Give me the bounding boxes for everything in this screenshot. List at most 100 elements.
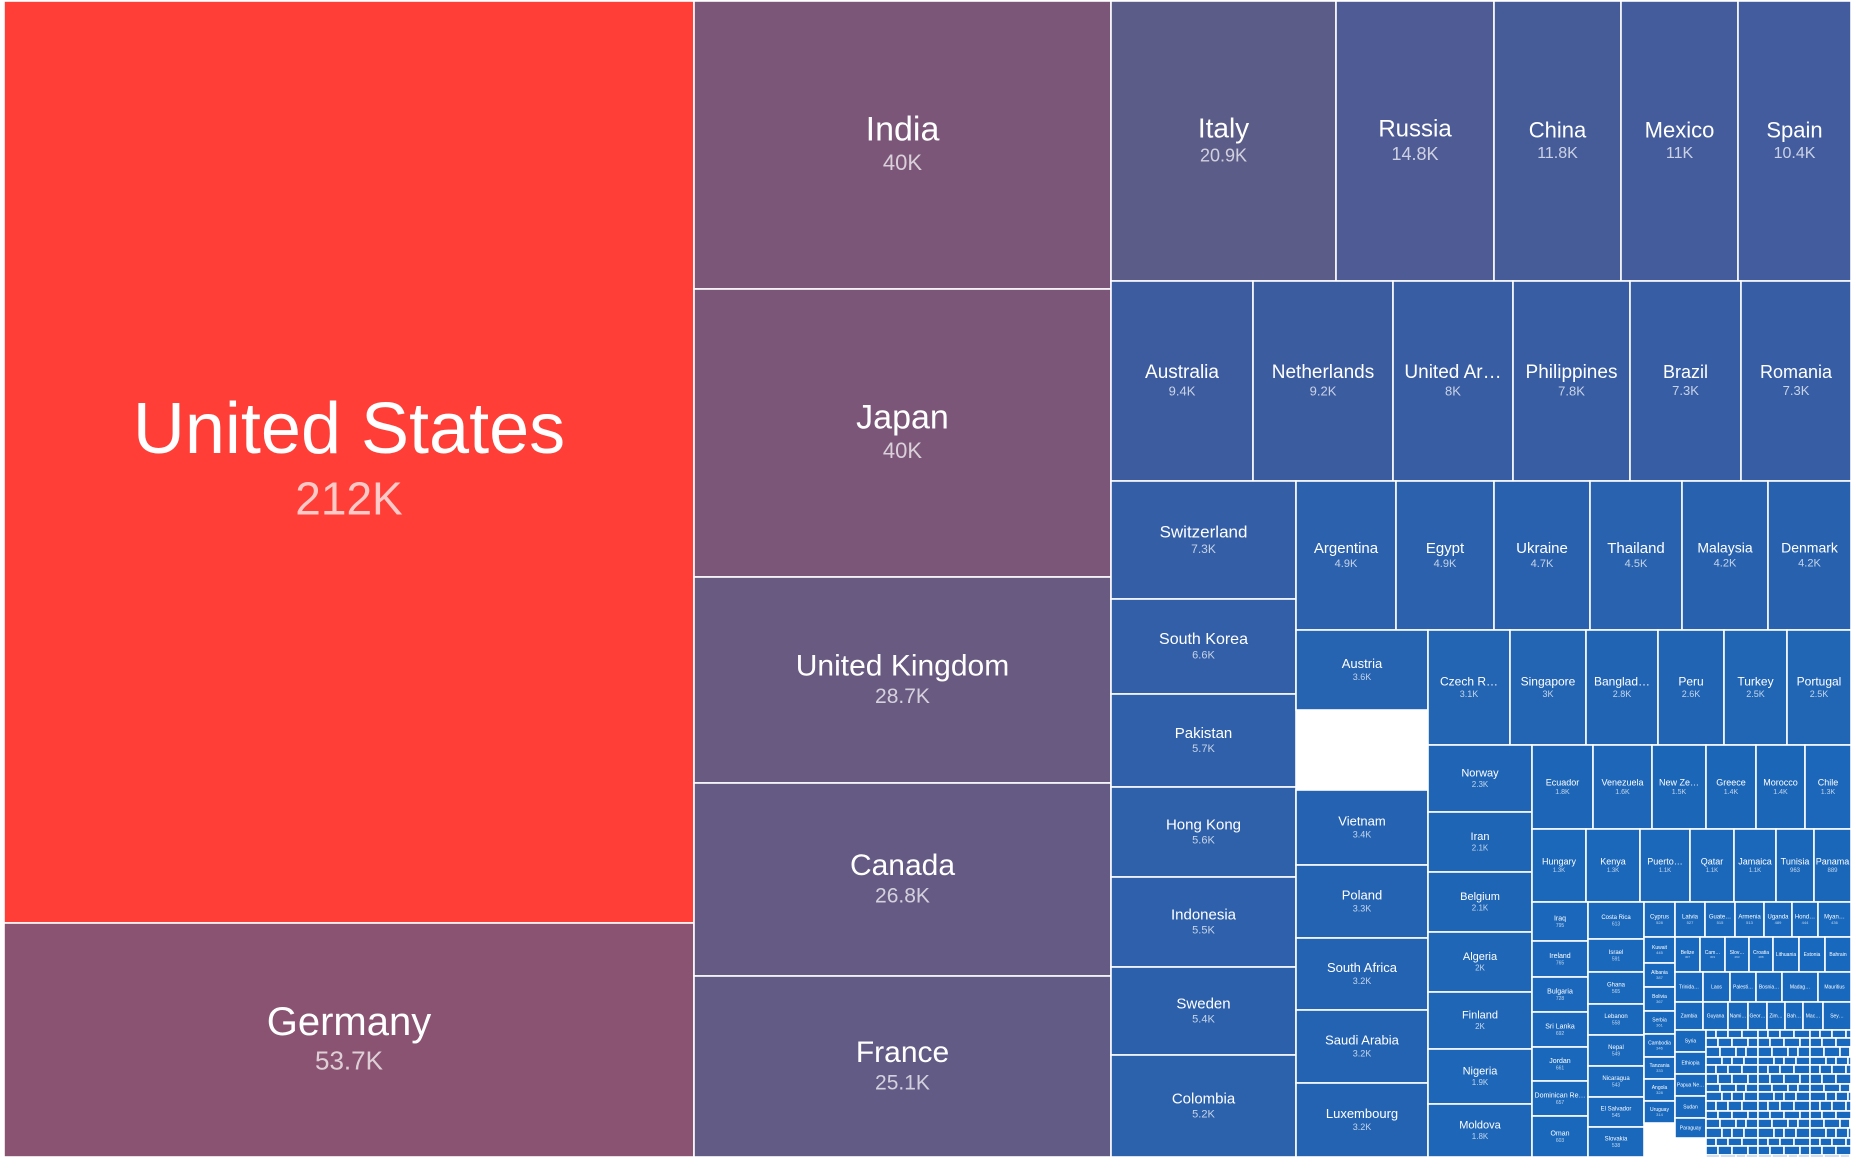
treemap-tiny-cell[interactable] [1795,1091,1811,1102]
treemap-tiny-cell[interactable] [1787,1154,1799,1158]
treemap-tiny-cell[interactable] [1771,1046,1789,1058]
treemap-cell-rect[interactable] [1587,971,1645,1005]
treemap-cell-rect[interactable] [1531,976,1589,1013]
treemap-tiny-cell[interactable] [1719,1083,1737,1093]
treemap-tiny-cell[interactable] [1825,1056,1837,1066]
treemap-tiny-cell[interactable] [1823,1118,1841,1129]
treemap-tiny-cell[interactable] [1845,1100,1852,1112]
treemap-tiny-cell[interactable] [1731,1073,1749,1085]
treemap-tiny-cell[interactable] [1727,1064,1743,1075]
treemap-tiny-cell[interactable] [1719,1046,1737,1058]
treemap-cell-rect[interactable] [1740,280,1852,482]
treemap-cell-bosnia[interactable]: Bosnia… [1755,971,1783,1003]
treemap-cell-united-ar[interactable]: United Ar…8K [1392,280,1514,482]
treemap-tiny-cell[interactable] [1809,1145,1823,1156]
treemap-tiny-cell[interactable] [1743,1127,1759,1139]
treemap-tiny-cell[interactable] [1797,1046,1811,1058]
treemap-cell-rect[interactable] [1767,480,1852,631]
treemap-tiny-cell[interactable] [1819,1029,1833,1039]
treemap-cell-rect[interactable] [1643,986,1676,1012]
treemap-tiny-cell[interactable] [1809,1056,1827,1066]
treemap-tiny-cell[interactable] [1771,1083,1789,1093]
treemap-tiny-cell[interactable] [1835,1091,1849,1102]
treemap-cell-rect[interactable] [1772,936,1800,973]
treemap-tiny-cell[interactable] [1731,1056,1745,1066]
treemap-tiny-cell[interactable] [1771,1154,1789,1158]
treemap-cell-rect[interactable] [1643,1010,1676,1035]
treemap-tiny-cell[interactable] [1849,1046,1852,1058]
treemap-tiny-cell[interactable] [1845,1137,1852,1147]
treemap-tiny-cell[interactable] [1757,1118,1773,1129]
treemap-tiny-cell[interactable] [1727,1029,1743,1039]
treemap-tiny-cell[interactable] [1705,1029,1717,1039]
treemap-tiny-cell[interactable] [1757,1127,1775,1139]
treemap-tiny-cell[interactable] [1735,1154,1747,1158]
treemap-tiny-cell[interactable] [1757,1037,1771,1048]
treemap-cell-rect[interactable] [1295,629,1429,711]
treemap-cell-zambia[interactable]: Zambia [1674,1001,1704,1031]
treemap-cell-slov[interactable]: Slov…293 [1724,936,1750,973]
treemap-cell-rect[interactable] [1737,0,1852,282]
treemap-tiny-cell[interactable] [1809,1118,1825,1129]
treemap-tiny-cell[interactable] [1783,1091,1797,1102]
treemap-cell-rect[interactable] [1724,936,1750,973]
treemap-cell-rect[interactable] [1110,280,1254,482]
treemap-cell-rect[interactable] [1427,629,1511,746]
treemap-cell-guyana[interactable]: Guyana [1702,1001,1729,1031]
treemap-tiny-cell[interactable] [1779,1137,1795,1147]
treemap-tiny-cell[interactable] [1797,1118,1811,1129]
treemap-tiny-cell[interactable] [1821,1037,1837,1048]
treemap-cell-rect[interactable] [1699,936,1726,973]
treemap-cell-rect[interactable] [1643,1078,1676,1102]
treemap-cell-rect[interactable] [1531,1115,1589,1158]
treemap-tiny-cell[interactable] [1849,1083,1852,1093]
treemap-tiny-cell[interactable] [1847,1056,1852,1066]
treemap-cell-ethiopia[interactable]: Ethiopia [1674,1051,1707,1075]
treemap-tiny-cell[interactable] [1783,1037,1801,1048]
treemap-cell-rect[interactable] [1427,744,1533,813]
treemap-tiny-cell[interactable] [1705,1083,1721,1093]
treemap-cell-rect[interactable] [1531,901,1589,942]
treemap-tiny-cell[interactable] [1809,1137,1821,1147]
treemap-cell-rect[interactable] [1733,828,1777,903]
treemap-cell-rect[interactable] [1813,828,1852,903]
treemap-cell-rect[interactable] [1295,1082,1429,1158]
treemap-tiny-cell[interactable] [1825,1091,1837,1102]
treemap-cell-rect[interactable] [1705,744,1757,830]
treemap-cell-rect[interactable] [1674,1001,1704,1031]
treemap-tiny-cell[interactable] [1745,1118,1759,1129]
treemap-tiny-cell[interactable] [1797,1083,1811,1093]
treemap-tiny-cell[interactable] [1795,1056,1811,1066]
treemap-cell-rect[interactable] [1427,1103,1533,1158]
treemap-tiny-cell[interactable] [1831,1029,1847,1039]
treemap-tiny-cell[interactable] [1825,1127,1837,1139]
treemap-tiny-cell[interactable] [1835,1037,1852,1048]
treemap-cell-rect[interactable] [1295,789,1429,866]
treemap-cell-rect[interactable] [1643,901,1676,938]
treemap-cell-rect[interactable] [1766,1001,1786,1031]
treemap-tiny-cell[interactable] [1717,1073,1733,1085]
treemap-tiny-cell[interactable] [1757,1100,1769,1112]
treemap-tiny-cell[interactable] [1809,1037,1823,1048]
treemap-tiny-cell[interactable] [1795,1127,1811,1139]
